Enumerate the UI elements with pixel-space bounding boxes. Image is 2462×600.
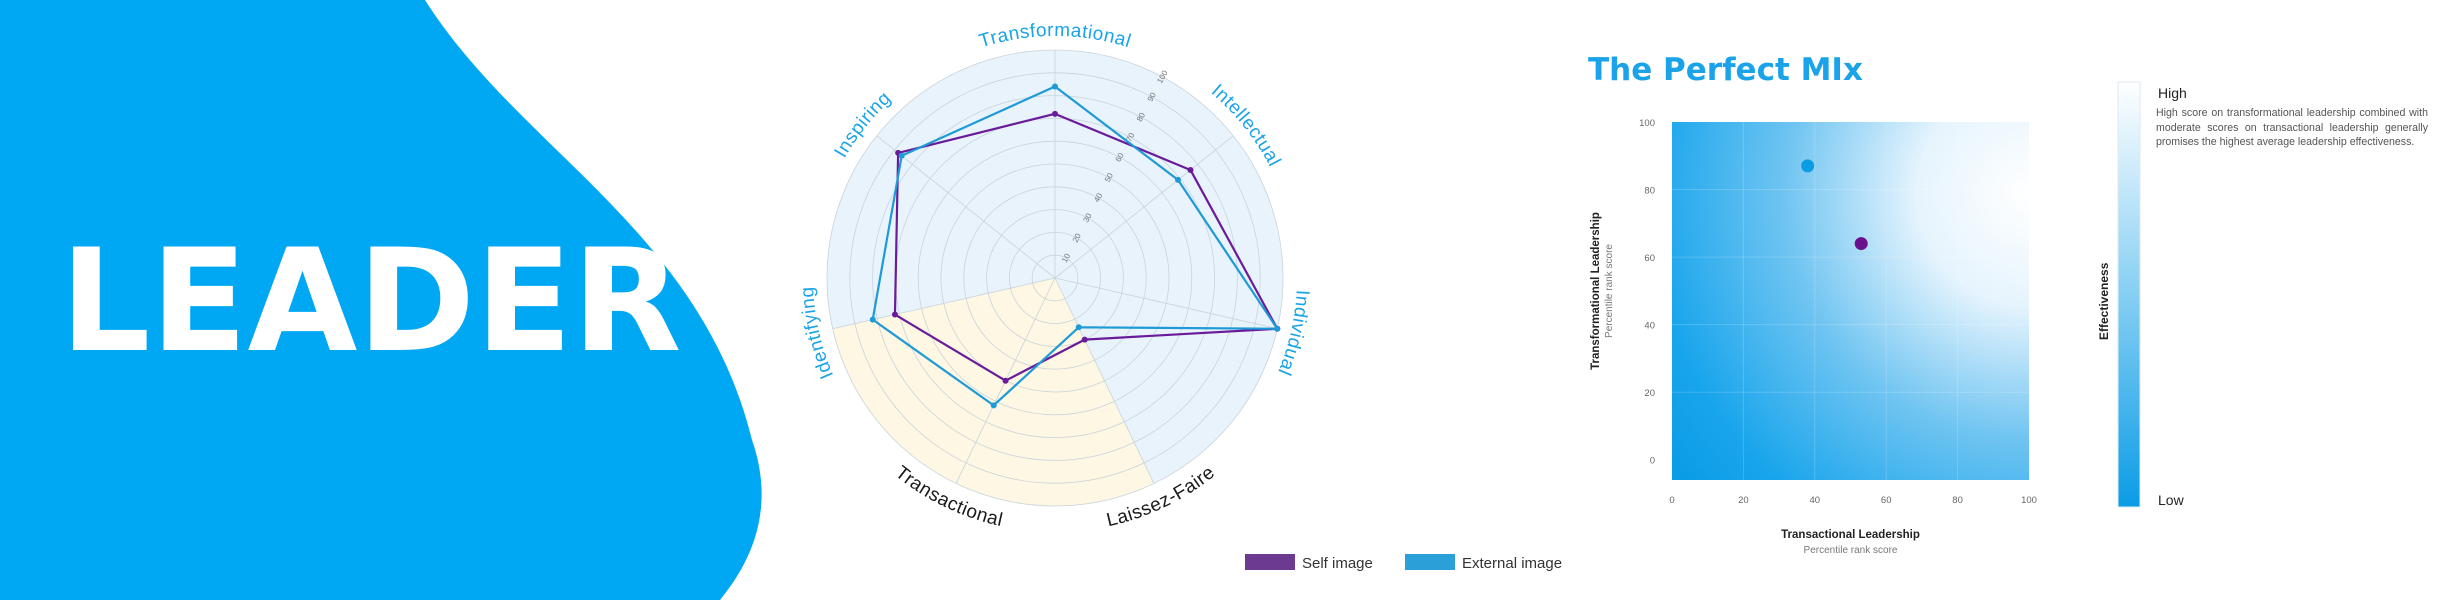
radar-point-external [898, 152, 905, 159]
banner-title: LEADER [60, 219, 682, 384]
mix-ytick-label: 20 [1644, 388, 1655, 399]
mix-ytick-label: 100 [1639, 118, 1655, 129]
mix-xtick-label: 100 [2021, 495, 2037, 506]
mix-xlabel: Transactional Leadership [1781, 529, 1920, 541]
legend-swatch-external [1405, 554, 1455, 570]
mix-title: The Perfect MIx [1588, 52, 1863, 88]
mix-ytick-label: 60 [1644, 253, 1655, 264]
radar-point-external [1174, 176, 1181, 183]
mix-point [1854, 237, 1868, 251]
radar-series-external [871, 85, 1279, 407]
mix-point [1801, 159, 1815, 173]
radar-point-external [1274, 325, 1281, 332]
radar-point-self [1002, 377, 1009, 384]
radar-spoke [1054, 135, 1234, 279]
mix-ylabel: Transformational Leadership [1590, 212, 1602, 370]
mix-xtick-label: 80 [1952, 495, 1963, 506]
mix-scatter-chart: 0 20 40 60 80 100 0 20 40 60 80 100 Transactional Le… [1590, 118, 2037, 556]
mix-ylabel-sub: Percentile rank score [1604, 244, 1615, 338]
scale-high-label: High [2158, 85, 2187, 101]
radar-point-external [1052, 83, 1058, 90]
mix-xtick-label: 40 [1810, 495, 1821, 506]
radar-point-self [1052, 110, 1058, 117]
radar-axis-label-text: Transformational [977, 20, 1133, 52]
radar-spoke [876, 135, 1056, 279]
effectiveness-scale-bar [2117, 81, 2141, 508]
mix-xtick-label: 20 [1738, 495, 1749, 506]
radar-point-external [1075, 324, 1082, 331]
radar-spoke [832, 277, 1056, 330]
mix-heatmap [1672, 122, 2029, 480]
radar-chart: 102030405060708090100TransformationalInt… [797, 20, 1312, 531]
scale-low-label: Low [2158, 492, 2185, 508]
legend-label-self: Self image [1302, 555, 1373, 572]
radar-sector-bottom [832, 278, 1154, 507]
mix-ytick-label: 40 [1644, 321, 1655, 332]
scale-description-box: High score on transformational leadershi… [2156, 107, 2428, 148]
mix-xtick-label: 0 [1669, 495, 1674, 506]
radar-point-self [891, 311, 898, 318]
radar-point-self [1187, 166, 1194, 173]
radar-axis-label: Transformational [977, 20, 1134, 52]
scale-description: High score on transformational leadershi… [2156, 107, 2428, 148]
legend-swatch-self [1245, 554, 1295, 570]
radar-point-external [869, 316, 876, 323]
mix-xtick-label: 60 [1881, 495, 1892, 506]
radar-legend: Self image External image [1245, 554, 1562, 572]
radar-spoke [1054, 277, 1278, 330]
radar-spoke [1054, 277, 1155, 484]
radar-point-external [990, 402, 997, 409]
radar-point-self [1081, 336, 1088, 343]
mix-xlabel-sub: Percentile rank score [1804, 545, 1898, 556]
banner-shape [0, 0, 762, 600]
legend-label-external: External image [1462, 555, 1562, 572]
mix-ytick-label: 80 [1644, 186, 1655, 197]
scale-axis-label: Effectiveness [2097, 262, 2111, 340]
mix-ytick-label: 0 [1650, 456, 1655, 467]
